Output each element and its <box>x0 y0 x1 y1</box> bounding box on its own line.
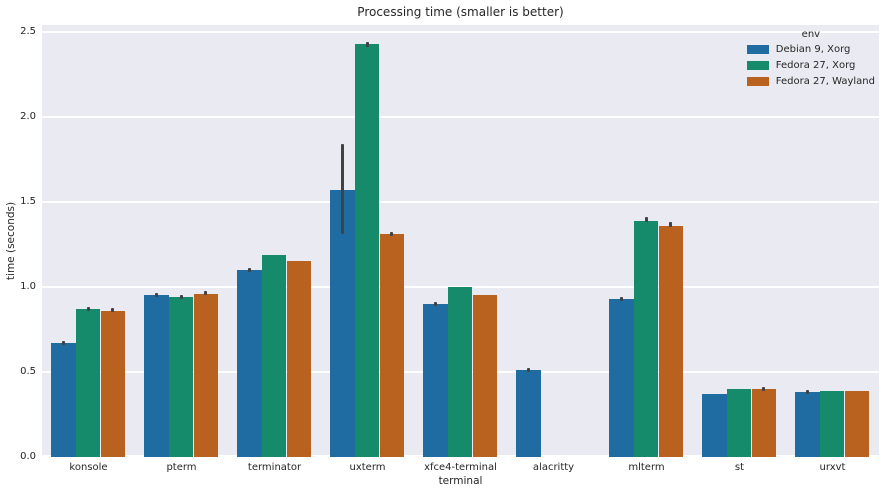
error-bar-pterm-0 <box>154 293 158 298</box>
bar-alacritty-0 <box>516 370 541 457</box>
error-bar-terminator-0 <box>247 267 251 272</box>
bar-mlterm-1 <box>634 220 659 457</box>
bar-konsole-1 <box>76 309 101 457</box>
bar-mlterm-0 <box>609 298 634 457</box>
bar-pterm-1 <box>169 297 194 457</box>
error-bar-konsole-0 <box>61 340 65 345</box>
y-tick-label: 1.0 <box>20 280 36 292</box>
bar-terminator-1 <box>262 254 287 457</box>
x-tick-label-urxvt: urxvt <box>819 462 846 473</box>
error-bar-xfce4-terminal-0 <box>433 301 437 306</box>
bar-urxvt-2 <box>844 390 870 457</box>
gridline <box>42 200 879 203</box>
y-axis-label: time (seconds) <box>5 201 17 281</box>
x-tick-label-uxterm: uxterm <box>349 462 386 473</box>
bar-st-2 <box>751 388 777 457</box>
legend-item: Fedora 27, Wayland <box>746 76 875 87</box>
x-tick-label-xfce4-terminal: xfce4-terminal <box>424 462 497 473</box>
x-tick-label-pterm: pterm <box>166 462 197 473</box>
bar-uxterm-1 <box>355 43 380 457</box>
bar-uxterm-2 <box>379 234 405 457</box>
bar-konsole-2 <box>100 310 126 457</box>
bar-st-1 <box>727 388 752 457</box>
error-bar-alacritty-0 <box>526 367 530 372</box>
legend: env Debian 9, Xorg Fedora 27, Xorg Fedor… <box>746 29 875 92</box>
legend-swatch-fedora27-wayland <box>746 77 769 86</box>
legend-title: env <box>801 29 821 40</box>
error-bar-pterm-1 <box>179 294 183 299</box>
error-bar-uxterm-1 <box>365 42 369 48</box>
error-bar-konsole-1 <box>86 306 90 311</box>
error-bar-mlterm-2 <box>669 222 673 228</box>
bar-pterm-0 <box>144 295 169 457</box>
bar-terminator-0 <box>237 269 262 457</box>
x-tick-label-konsole: konsole <box>69 462 108 473</box>
bar-xfce4-terminal-2 <box>472 295 498 457</box>
x-tick-label-alacritty: alacritty <box>532 462 575 473</box>
y-tick-label: 0.0 <box>20 451 36 462</box>
error-bar-pterm-2 <box>204 291 208 296</box>
error-bar-uxterm-2 <box>390 231 394 236</box>
plot-area <box>42 25 879 457</box>
error-bar-urxvt-0 <box>805 390 809 395</box>
bar-terminator-2 <box>286 261 312 457</box>
bar-st-0 <box>702 394 727 457</box>
error-bar-konsole-2 <box>111 308 115 313</box>
error-bar-mlterm-1 <box>644 217 648 223</box>
bar-xfce4-terminal-1 <box>448 286 473 457</box>
legend-swatch-debian9-xorg <box>746 45 769 54</box>
error-bar-mlterm-0 <box>619 296 623 301</box>
legend-label: Fedora 27, Xorg <box>775 60 856 71</box>
legend-item: Debian 9, Xorg <box>746 44 875 55</box>
bar-urxvt-0 <box>795 392 820 457</box>
error-bar-uxterm-0 <box>340 144 344 235</box>
bar-mlterm-2 <box>658 225 684 457</box>
bar-konsole-0 <box>51 343 76 457</box>
y-tick-label: 0.5 <box>20 365 36 377</box>
x-axis-label: terminal <box>438 475 483 487</box>
legend-swatch-fedora27-xorg <box>746 61 769 70</box>
bar-xfce4-terminal-0 <box>423 303 448 457</box>
x-tick-label-terminator: terminator <box>247 462 302 473</box>
error-bar-st-2 <box>762 386 766 391</box>
y-tick-label: 2.5 <box>20 25 36 37</box>
x-tick-label-st: st <box>734 462 745 473</box>
gridline <box>42 115 879 118</box>
bar-pterm-2 <box>193 293 219 457</box>
legend-item: Fedora 27, Xorg <box>746 60 875 71</box>
legend-label: Debian 9, Xorg <box>775 44 851 55</box>
y-tick-label: 2.0 <box>20 110 36 122</box>
legend-label: Fedora 27, Wayland <box>775 76 875 87</box>
chart-title: Processing time (smaller is better) <box>357 5 564 19</box>
gridline <box>42 30 879 33</box>
bar-urxvt-1 <box>820 390 845 457</box>
x-tick-label-mlterm: mlterm <box>628 462 665 473</box>
y-tick-label: 1.5 <box>20 195 36 207</box>
bar-uxterm-0 <box>330 189 355 457</box>
